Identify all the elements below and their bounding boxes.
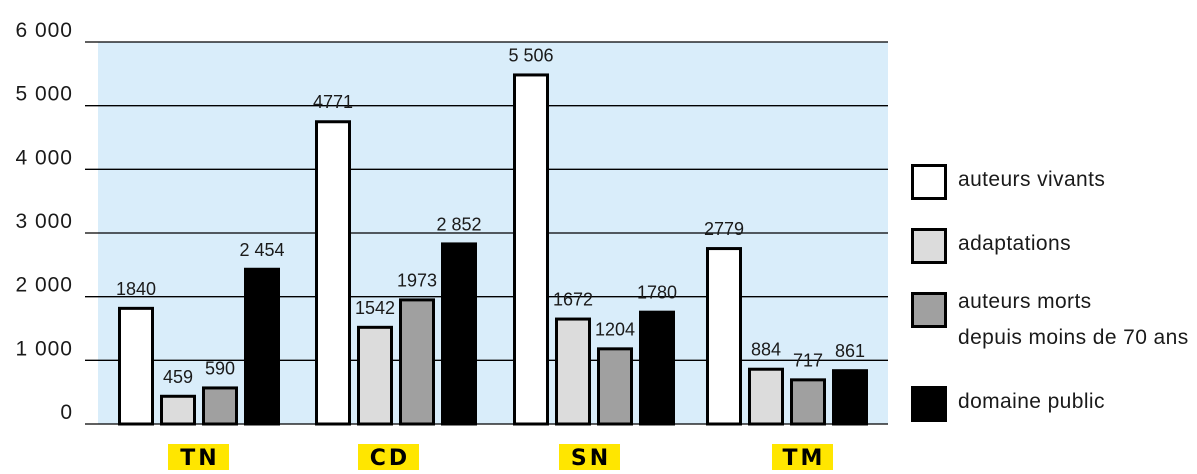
bars (118, 73, 868, 426)
bar-cd-auteurs-vivants (315, 120, 351, 426)
bar-tn-adaptations (160, 394, 196, 426)
category-highlight (772, 444, 833, 470)
legend-swatch (911, 292, 947, 328)
category-highlight (168, 444, 229, 470)
legend-label: depuis moins de 70 ans (958, 326, 1189, 349)
legend-label: domaine public (958, 390, 1105, 413)
bar-tm-domaine-public (832, 369, 868, 426)
data-label: 2779 (704, 219, 744, 239)
data-label: 1973 (397, 270, 437, 290)
bar-tm-auteurs-morts-depuis-moins-de-70-ans (790, 378, 826, 426)
data-label: 717 (793, 350, 823, 370)
y-tick-label: 5 000 (15, 83, 73, 106)
legend-item-adaptations: adaptations (911, 228, 1071, 264)
legend-swatch (911, 228, 947, 264)
data-label: 861 (835, 341, 865, 361)
data-label: 1542 (355, 298, 395, 318)
legend-item-auteurs-vivants: auteurs vivants (911, 164, 1105, 200)
data-label: 1672 (553, 290, 593, 310)
legend-swatch (911, 386, 947, 422)
legend-swatch (911, 164, 947, 200)
bar-sn-auteurs-morts-depuis-moins-de-70-ans (597, 347, 633, 426)
y-tick-label: 6 000 (15, 19, 73, 42)
category-label: TN (180, 446, 219, 471)
category-label: TM (783, 446, 826, 471)
bar-tm-auteurs-vivants (706, 247, 742, 426)
bar-tm-adaptations (748, 367, 784, 426)
bar-cd-auteurs-morts-depuis-moins-de-70-ans (399, 298, 435, 426)
data-labels: 1840 4771 5 506 2779 459 1542 1672 884 590 1973 12… (116, 45, 865, 386)
y-tick-label: 4 000 (15, 146, 73, 169)
category-label: SN (571, 446, 611, 471)
data-label: 590 (205, 358, 235, 378)
legend-label: auteurs vivants (958, 168, 1105, 191)
data-label: 884 (751, 340, 781, 360)
bar-cd-adaptations (357, 325, 393, 426)
legend-item-domaine-public: domaine public (911, 386, 1105, 422)
bar-sn-adaptations (555, 317, 591, 426)
data-label: 5 506 (508, 45, 553, 65)
legend-label: auteurs morts (958, 290, 1092, 313)
data-label: 1780 (637, 283, 677, 303)
data-label: 1204 (595, 319, 635, 339)
category-axis: TN CD SN TM (168, 444, 833, 471)
legend-item-auteurs-morts-depuis-moins-de-70-ans: auteurs morts depuis moins de 70 ans (911, 290, 1189, 349)
bar-tn-auteurs-morts-depuis-moins-de-70-ans (202, 386, 238, 426)
legend-label: adaptations (958, 232, 1071, 255)
y-tick-label: 0 (60, 401, 73, 424)
legend: auteurs vivants adaptations auteurs morts d… (911, 164, 1189, 422)
bar-cd-domaine-public (441, 242, 477, 426)
data-label: 4771 (313, 92, 353, 112)
y-tick-label: 1 000 (15, 337, 73, 360)
data-label: 2 852 (436, 214, 481, 234)
bar-tn-auteurs-vivants (118, 306, 154, 426)
data-label: 1840 (116, 279, 156, 299)
bar-tn-domaine-public (244, 267, 280, 426)
y-tick-label: 2 000 (15, 274, 73, 297)
y-tick-label: 3 000 (15, 210, 73, 233)
bar-sn-domaine-public (639, 310, 675, 426)
category-highlight (358, 444, 419, 470)
bar-sn-auteurs-vivants (513, 73, 549, 426)
y-axis-labels: 0 1 000 2 000 3 000 4 000 5 000 6 000 (15, 19, 73, 424)
data-label: 459 (163, 367, 193, 387)
category-highlight (559, 444, 620, 470)
data-label: 2 454 (239, 240, 284, 260)
category-label: CD (370, 446, 410, 471)
